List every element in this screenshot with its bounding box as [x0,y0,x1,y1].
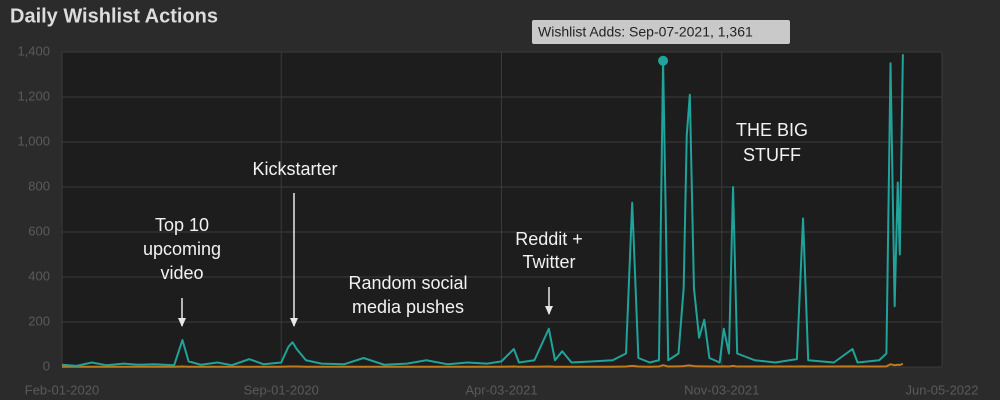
y-tick-label: 600 [28,223,50,238]
annotation: Kickstarter [252,159,337,179]
arrow-head [545,306,553,315]
highlight-point [658,55,669,66]
arrow-head [178,318,186,327]
y-tick-label: 800 [28,178,50,193]
series-line [61,54,904,367]
grid [61,51,943,368]
x-tick-label: Nov-03-2021 [684,382,759,397]
x-tick-label: Apr-03-2021 [465,382,537,397]
annotation: Random social media pushes [348,273,467,317]
y-tick-label: 1,000 [17,133,50,148]
lines [61,54,904,368]
x-tick-label: Jun-05-2022 [906,382,979,397]
annotation: Reddit + Twitter [515,229,583,272]
y-tick-label: 1,200 [17,88,50,103]
annotations: Top 10 upcoming video Kickstarter Random s… [143,120,808,327]
series-line [62,362,904,368]
y-tick-label: 0 [43,358,50,373]
y-tick-label: 400 [28,268,50,283]
x-tick-label: Feb-01-2020 [25,382,99,397]
chart-title: Daily Wishlist Actions [10,5,218,27]
tooltip: Wishlist Adds: Sep-07-2021, 1,361 [532,20,790,44]
y-tick-label: 1,400 [17,43,50,58]
annotation: THE BIG STUFF [736,120,808,165]
y-tick-label: 200 [28,313,50,328]
annotation: Top 10 upcoming video [143,215,221,283]
arrow-head [290,318,298,327]
plot-area [62,52,942,367]
tooltip-box [532,20,790,44]
x-tick-label: Sep-01-2020 [244,382,319,397]
tooltip-text: Wishlist Adds: Sep-07-2021, 1,361 [538,24,753,40]
